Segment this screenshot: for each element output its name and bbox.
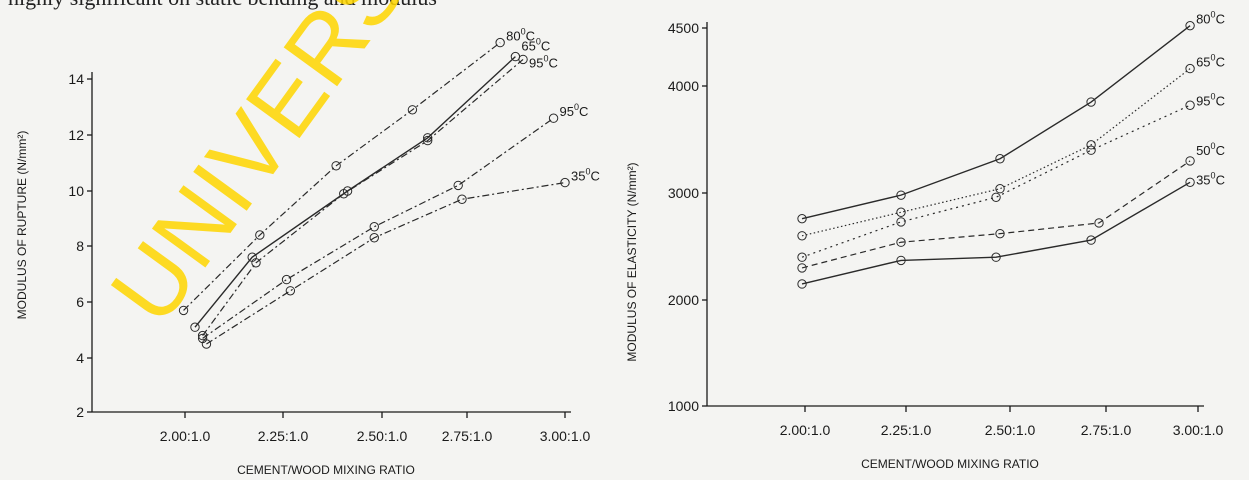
series-line <box>801 181 1191 285</box>
series-line <box>206 182 566 345</box>
x-tick-label: 2.00:1.0 <box>780 422 831 438</box>
data-point-marker <box>422 135 433 146</box>
y-tick-label: 2 <box>76 404 84 420</box>
data-point-marker <box>1185 100 1195 110</box>
data-point-marker <box>339 189 349 199</box>
data-point-marker <box>1086 97 1096 107</box>
data-point-marker <box>896 190 906 200</box>
series-label: 800C <box>1196 10 1225 27</box>
data-point-marker <box>1185 156 1195 166</box>
data-point-marker <box>201 339 212 349</box>
data-point-marker <box>178 305 189 316</box>
series-label: 800C <box>506 27 535 44</box>
data-point-marker <box>797 279 807 289</box>
series-line <box>801 68 1191 237</box>
series-line <box>202 58 524 336</box>
x-tick-label: 2.50:1.0 <box>985 422 1036 438</box>
data-point-marker <box>190 322 200 332</box>
data-point-marker <box>797 252 807 262</box>
data-point-marker <box>1094 218 1104 228</box>
data-point-marker <box>991 252 1001 262</box>
y-tick-label: 6 <box>76 294 84 310</box>
series-line <box>801 25 1191 220</box>
data-point-marker <box>407 105 418 115</box>
data-point-marker <box>560 177 570 188</box>
data-point-marker <box>896 217 906 227</box>
data-point-marker <box>797 231 807 241</box>
series-line <box>183 42 501 311</box>
x-tick-label: 3.00:1.0 <box>1173 422 1224 438</box>
data-point-marker <box>1185 177 1195 188</box>
x-tick-label: 2.75:1.0 <box>1081 422 1132 438</box>
x-tick-label: 2.25:1.0 <box>258 428 309 444</box>
series-label: 650C <box>1196 53 1225 70</box>
data-point-marker <box>331 161 341 171</box>
y-axis-title: MODULUS OF RUPTURE (N/mm²) <box>15 131 29 320</box>
series-label: 350C <box>571 167 600 184</box>
data-point-marker <box>1086 140 1096 150</box>
y-tick-label: 8 <box>76 238 84 254</box>
data-point-marker <box>457 194 467 204</box>
page-top-text: highly significant on static bending and… <box>8 0 437 11</box>
x-axis-title: CEMENT/WOOD MIXING RATIO <box>861 457 1039 471</box>
x-tick-label: 2.00:1.0 <box>160 428 211 444</box>
data-point-marker <box>255 230 265 240</box>
x-axis-title: CEMENT/WOOD MIXING RATIO <box>237 463 415 477</box>
data-point-marker <box>1086 235 1096 245</box>
data-point-marker <box>896 255 906 266</box>
x-tick-label: 3.00:1.0 <box>540 428 591 444</box>
data-point-marker <box>453 180 463 191</box>
data-point-marker <box>251 258 261 268</box>
x-tick-label: 2.75:1.0 <box>442 428 493 444</box>
series-label: 350C <box>1196 170 1225 187</box>
y-axis-title: MODULUS OF ELASTICITY (N/mm²) <box>625 162 639 361</box>
x-tick-label: 2.50:1.0 <box>357 428 408 444</box>
data-point-marker <box>518 54 528 65</box>
modulus-of-elasticity-chart: 1000 2000 3000 4000 4500 2.00:1.0 2.25:1.0 2.50… <box>625 10 1225 471</box>
modulus-of-rupture-chart: 2 4 6 8 10 12 14 2.00:1.0 2.25:1.0 2.50:1.0 2.75:1… <box>15 27 600 477</box>
y-tick-label: 3000 <box>668 185 699 201</box>
y-tick-label: 2000 <box>668 292 699 308</box>
series-label: 650C <box>521 37 550 54</box>
series-label: 950C <box>1196 91 1225 108</box>
series-label: 500C <box>1196 141 1225 158</box>
data-point-marker <box>495 37 505 48</box>
data-point-marker <box>995 184 1005 194</box>
series-label: 950C <box>560 102 589 119</box>
watermark-text: UNIVERSITY <box>90 0 515 342</box>
data-point-marker <box>1185 63 1195 74</box>
y-tick-label: 4500 <box>668 20 699 36</box>
data-point-marker <box>896 237 906 247</box>
data-point-marker <box>797 213 807 224</box>
data-point-marker <box>369 233 379 243</box>
data-point-marker <box>369 222 379 232</box>
y-tick-label: 4 <box>76 350 84 366</box>
x-tick-label: 2.25:1.0 <box>881 422 932 438</box>
y-tick-label: 14 <box>68 71 84 87</box>
series-line <box>801 160 1191 269</box>
data-point-marker <box>991 192 1001 202</box>
data-point-marker <box>285 286 296 296</box>
data-point-marker <box>548 113 559 123</box>
data-point-marker <box>896 207 906 217</box>
data-point-marker <box>995 228 1005 239</box>
y-tick-label: 10 <box>68 183 84 199</box>
series-label: 950C <box>529 53 558 70</box>
data-point-marker <box>995 154 1005 164</box>
data-point-marker <box>281 274 292 285</box>
y-tick-label: 1000 <box>668 398 699 414</box>
data-point-marker <box>797 263 807 273</box>
y-tick-label: 4000 <box>668 78 699 94</box>
data-point-marker <box>1185 20 1195 31</box>
data-point-marker <box>1086 145 1096 155</box>
y-tick-label: 12 <box>68 127 84 143</box>
